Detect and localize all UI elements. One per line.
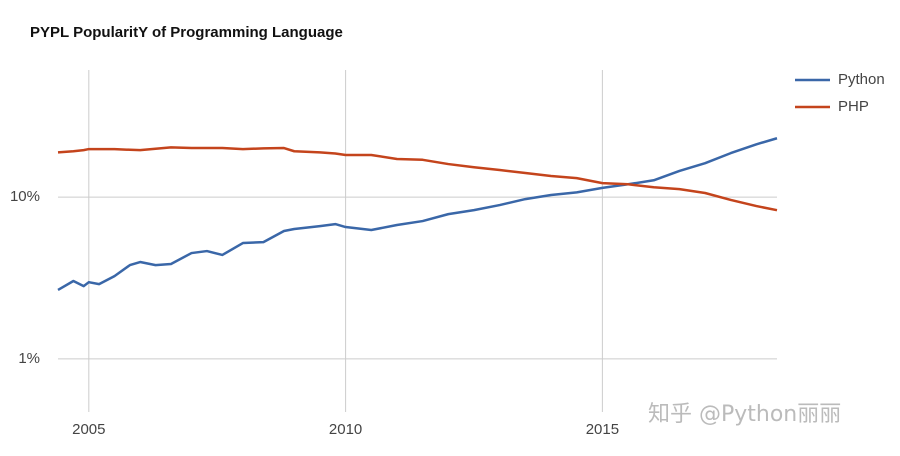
y-tick-label: 1% <box>18 350 40 367</box>
chart-title: PYPL PopularitY of Programming Language <box>30 24 343 41</box>
series-line <box>57 146 778 212</box>
y-tick-label: 10% <box>10 188 40 205</box>
x-tick-label: 2015 <box>586 421 619 438</box>
x-tick-label: 2005 <box>72 421 105 438</box>
watermark: 知乎 @Python丽丽 <box>648 402 841 427</box>
x-tick-label: 2010 <box>329 421 362 438</box>
series-line <box>57 137 778 291</box>
legend-label: Python <box>838 71 885 88</box>
legend-label: PHP <box>838 98 869 115</box>
